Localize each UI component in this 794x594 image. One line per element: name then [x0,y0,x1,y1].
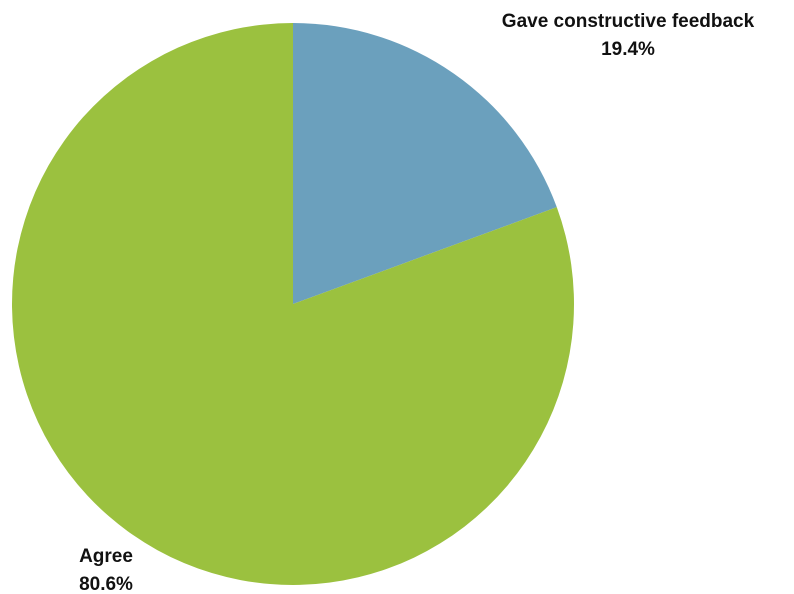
slice-label-agree-value: 80.6% [79,574,133,594]
slice-label-agree-name: Agree [79,546,133,567]
slice-label-feedback-name: Gave constructive feedback [502,11,755,32]
slice-label-group-feedback: Gave constructive feedback 19.4% [502,11,755,60]
pie-slices [12,23,575,586]
slice-label-group-agree: Agree 80.6% [79,546,133,594]
slice-label-feedback-value: 19.4% [601,39,655,60]
pie-slice-gave-constructive-feedback [293,23,557,304]
pie-slice-agree [12,23,575,586]
